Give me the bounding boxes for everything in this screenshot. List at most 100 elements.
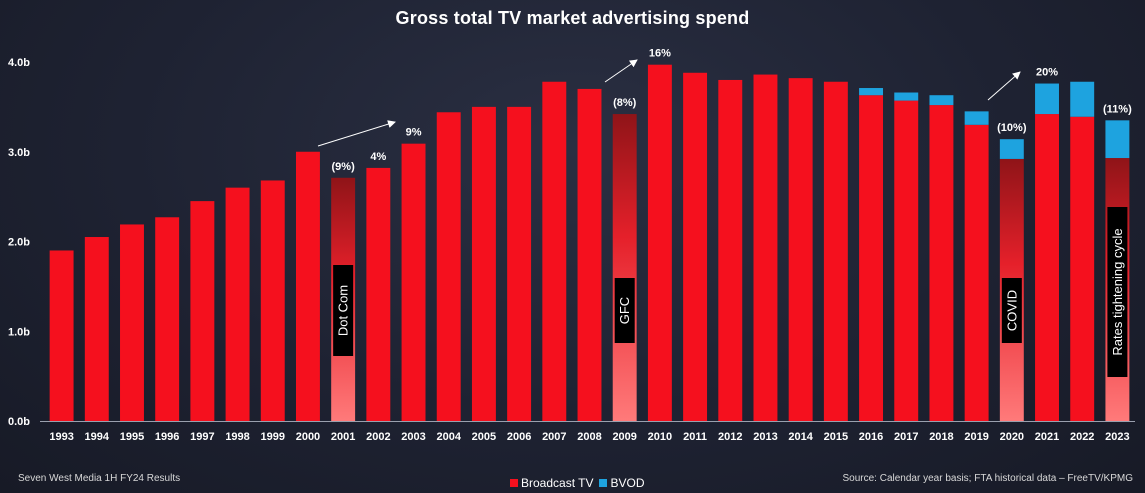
growth-label: 16%	[649, 48, 671, 60]
growth-label: (10%)	[997, 122, 1027, 134]
bar-bvod-2018	[929, 95, 954, 106]
bar-broadcast-2006	[507, 106, 532, 421]
x-tick-label: 2001	[331, 431, 355, 443]
growth-label: (8%)	[613, 97, 637, 109]
x-tick-label: 2021	[1035, 431, 1059, 443]
event-box-2009	[614, 278, 635, 343]
bar-bvod-2023	[1105, 120, 1130, 159]
bar-broadcast-1998	[225, 187, 250, 421]
x-tick-label: 1999	[261, 431, 285, 443]
bvod-swatch-icon	[599, 479, 608, 487]
bar-broadcast-2011	[683, 72, 708, 422]
bar-broadcast-2022	[1070, 116, 1095, 421]
y-tick-label: 1.0b	[8, 326, 30, 338]
bar-broadcast-2017	[894, 100, 919, 421]
x-tick-label: 1995	[120, 431, 144, 443]
chart-title: Gross total TV market advertising spend	[395, 8, 750, 28]
bar-broadcast-2015	[823, 81, 848, 422]
x-tick-label: 2003	[401, 431, 425, 443]
x-tick-label: 1993	[49, 431, 73, 443]
bar-broadcast-2012	[718, 79, 743, 421]
bar-broadcast-2003	[401, 143, 426, 422]
bar-broadcast-2018	[929, 105, 954, 421]
event-box-2023	[1107, 207, 1128, 377]
bar-bvod-2019	[964, 111, 989, 125]
bar-broadcast-2004	[436, 112, 461, 421]
x-tick-label: 2013	[753, 431, 777, 443]
bar-broadcast-2013	[753, 74, 778, 421]
x-tick-label: 1998	[225, 431, 249, 443]
broadcast-swatch-icon	[510, 479, 518, 487]
bar-broadcast-2010	[647, 64, 672, 421]
legend-label-broadcast: Broadcast TV	[521, 476, 594, 490]
footer-source: Source: Calendar year basis; FTA histori…	[842, 473, 1134, 484]
bar-bvod-2020	[999, 139, 1024, 159]
legend-label-bvod: BVOD	[610, 476, 645, 490]
event-label-2001: Dot Com	[336, 285, 351, 336]
trend-arrow	[317, 120, 396, 147]
x-tick-label: 2008	[577, 431, 601, 443]
bar-broadcast-2021	[1035, 114, 1059, 422]
bar-broadcast-1996	[155, 217, 180, 421]
bar-broadcast-2009	[612, 114, 637, 422]
x-tick-label: 2012	[718, 431, 742, 443]
bar-bvod-2021	[1035, 83, 1059, 115]
y-tick-label: 2.0b	[8, 237, 30, 249]
event-box-2020	[1001, 278, 1022, 343]
x-tick-label: 2015	[824, 431, 848, 443]
x-tick-label: 2014	[788, 431, 813, 443]
x-tick-label: 1994	[85, 431, 110, 443]
growth-label: 9%	[406, 127, 422, 139]
growth-label: 4%	[370, 151, 386, 163]
x-tick-label: 2006	[507, 431, 531, 443]
bar-broadcast-2000	[295, 151, 320, 421]
growth-label: 20%	[1036, 67, 1058, 79]
bar-broadcast-1999	[260, 180, 285, 421]
x-tick-label: 1997	[190, 431, 214, 443]
bar-broadcast-2005	[471, 106, 496, 421]
bar-broadcast-2014	[788, 78, 813, 421]
trend-arrow	[604, 59, 638, 83]
event-box-2001	[333, 265, 354, 356]
bar-broadcast-2016	[859, 95, 884, 422]
bar-broadcast-2019	[964, 124, 989, 421]
x-tick-label: 2016	[859, 431, 883, 443]
growth-label: (11%)	[1103, 103, 1132, 115]
event-label-2020: COVID	[1004, 290, 1019, 331]
x-tick-label: 1996	[155, 431, 179, 443]
y-tick-label: 3.0b	[8, 147, 30, 159]
bar-broadcast-1993	[49, 250, 74, 421]
bar-broadcast-1995	[120, 224, 144, 421]
x-tick-label: 2018	[929, 431, 953, 443]
legend: Broadcast TV BVOD	[510, 476, 645, 490]
x-tick-label: 2009	[612, 431, 636, 443]
x-tick-label: 2010	[648, 431, 672, 443]
bar-broadcast-2007	[542, 81, 567, 422]
x-tick-label: 2004	[436, 431, 461, 443]
bar-broadcast-2008	[577, 88, 602, 422]
bar-bvod-2022	[1070, 81, 1095, 117]
x-tick-label: 2007	[542, 431, 566, 443]
event-label-2023: Rates tightening cycle	[1110, 228, 1125, 355]
x-tick-label: 2022	[1070, 431, 1094, 443]
growth-label: (9%)	[332, 161, 356, 173]
bar-broadcast-2002	[366, 167, 391, 421]
footer-company: Seven West Media 1H FY24 Results	[18, 473, 181, 484]
trend-arrow	[987, 71, 1021, 101]
y-tick-label: 4.0b	[8, 57, 30, 69]
x-tick-label: 2011	[683, 431, 707, 443]
legend-item-bvod: BVOD	[599, 476, 645, 490]
bar-broadcast-1994	[84, 237, 109, 421]
x-tick-label: 2002	[366, 431, 390, 443]
bar-chart: 0.0b 1.0b 2.0b 3.0b 4.0b 1993 1994 1995 1996 199…	[8, 48, 1135, 443]
x-tick-label: 2019	[964, 431, 988, 443]
legend-item-broadcast: Broadcast TV	[510, 476, 593, 490]
x-tick-label: 2020	[1000, 431, 1024, 443]
bar-bvod-2017	[894, 92, 919, 101]
x-tick-label: 2000	[296, 431, 320, 443]
trend-arrows	[317, 59, 1021, 147]
y-tick-label: 0.0b	[8, 416, 30, 428]
x-tick-label: 2023	[1105, 431, 1129, 443]
bar-bvod-2016	[859, 88, 884, 96]
x-tick-label: 2017	[894, 431, 918, 443]
